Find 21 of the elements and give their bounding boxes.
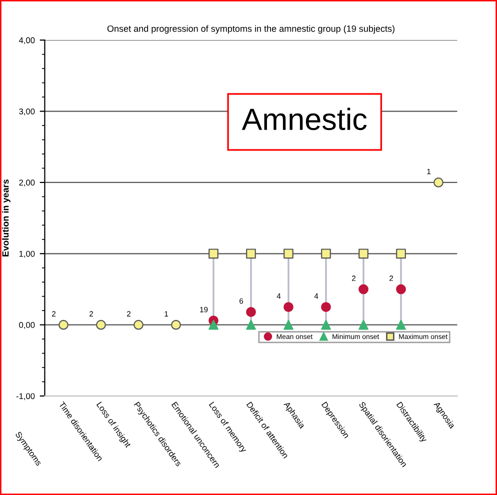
chart-title: Onset and progression of symptoms in the amnestic group (19 subjects): [107, 25, 394, 34]
y-axis-title: Evolution in years: [2, 180, 10, 256]
point: [284, 248, 294, 259]
point: [396, 320, 406, 330]
point: [321, 320, 331, 330]
annotation: Amnestic: [242, 108, 367, 130]
point: [246, 248, 256, 259]
point: [208, 248, 218, 259]
point: [246, 320, 256, 330]
y-tick-label: 1,00: [19, 250, 35, 258]
point: [284, 320, 294, 330]
point: [321, 248, 331, 259]
point: [396, 248, 406, 259]
y-tick-label: 4,00: [18, 37, 35, 44]
y-tick-label: 0,00: [19, 322, 35, 329]
point: [358, 248, 368, 259]
point: [358, 320, 368, 330]
y-tick-label: 3,00: [19, 108, 35, 116]
y-tick-label: 2,00: [19, 180, 35, 187]
y-tick-label: -1,00: [16, 393, 35, 400]
point: [208, 320, 218, 330]
